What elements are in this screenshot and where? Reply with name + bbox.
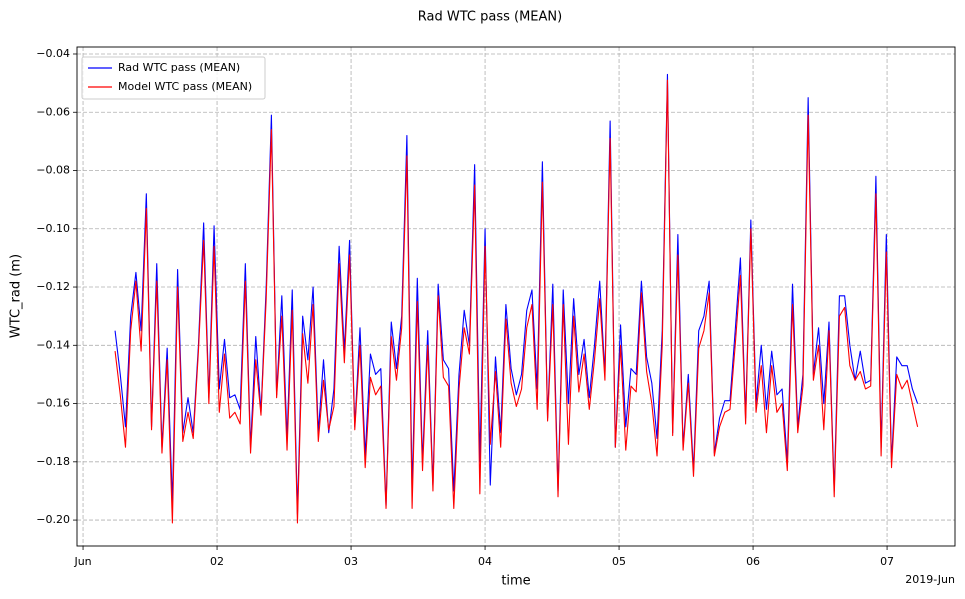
- y-axis-label: WTC_rad (m): [9, 254, 24, 338]
- x-tick-label: 05: [612, 555, 626, 568]
- series-line: [114, 79, 919, 524]
- series-line: [114, 73, 919, 515]
- legend: Rad WTC pass (MEAN) Model WTC pass (MEAN): [81, 56, 266, 100]
- y-tick-label: −0.18: [36, 455, 70, 468]
- y-tick-label: −0.16: [36, 397, 70, 410]
- y-tick-label: −0.08: [36, 164, 70, 177]
- legend-label: Rad WTC pass (MEAN): [118, 61, 240, 74]
- legend-box: [81, 56, 266, 100]
- x-offset-label: 2019-Jun: [905, 573, 955, 586]
- y-tick-label: −0.04: [36, 47, 70, 60]
- x-tick-label: 02: [210, 555, 224, 568]
- x-axis-label: time: [501, 574, 530, 589]
- legend-label: Model WTC pass (MEAN): [118, 80, 252, 93]
- x-tick-label: 03: [344, 555, 358, 568]
- chart-title: Rad WTC pass (MEAN): [418, 10, 562, 25]
- x-tick-label: 04: [478, 555, 492, 568]
- y-tick-label: −0.10: [36, 222, 70, 235]
- x-tick-label: 06: [746, 555, 760, 568]
- y-tick-label: −0.14: [36, 338, 70, 351]
- plot-frame: [76, 46, 956, 547]
- x-tick-label: Jun: [73, 555, 91, 568]
- y-tick-label: −0.20: [36, 513, 70, 526]
- y-tick-label: −0.06: [36, 105, 70, 118]
- y-tick-label: −0.12: [36, 280, 70, 293]
- x-tick-label: 07: [880, 555, 894, 568]
